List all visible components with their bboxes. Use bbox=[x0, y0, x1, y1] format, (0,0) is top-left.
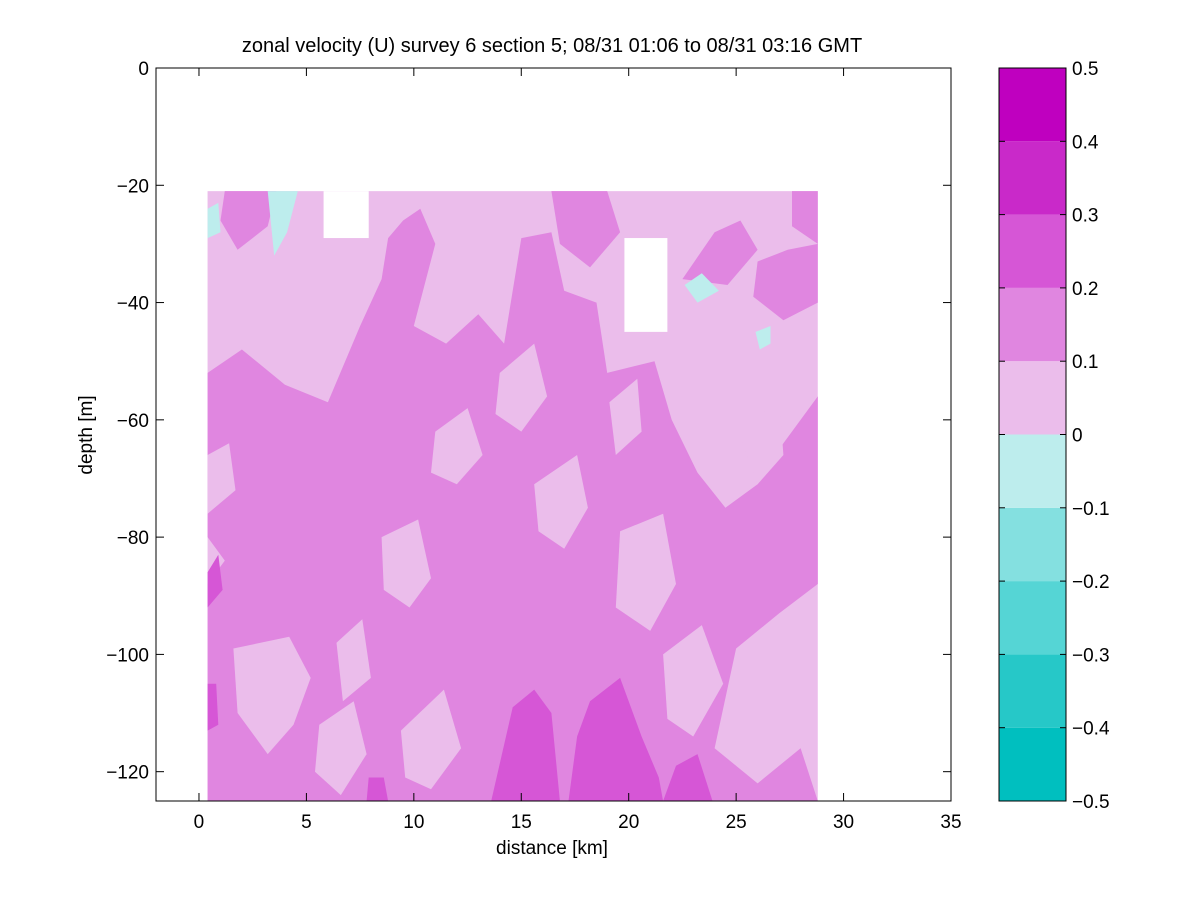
contour-region bbox=[220, 191, 277, 250]
contour-region bbox=[267, 191, 298, 256]
x-tick-label: 0 bbox=[194, 812, 205, 833]
contour-region bbox=[551, 191, 621, 268]
x-tick-label: 30 bbox=[833, 812, 854, 833]
colorbar-band bbox=[999, 507, 1066, 582]
y-tick-label: −40 bbox=[117, 294, 149, 315]
contour-region bbox=[207, 202, 221, 239]
colorbar-tick-label: 0 bbox=[1072, 426, 1083, 447]
colorbar: 0.5 0.4 0.3 0.2 0.1 0 −0.1 −0.2 −0.3 −0.4 −0.5 bbox=[998, 59, 1110, 813]
contour-region bbox=[755, 326, 771, 350]
colorbar-band bbox=[999, 214, 1066, 288]
masked-no-data-region bbox=[624, 238, 668, 332]
contour-region bbox=[740, 396, 784, 485]
colorbar-band bbox=[999, 141, 1066, 215]
contour-region bbox=[495, 343, 548, 432]
x-tick-label: 25 bbox=[726, 812, 747, 833]
plot-frame bbox=[155, 67, 952, 802]
colorbar-tick-label: −0.1 bbox=[1072, 499, 1110, 520]
contour-region bbox=[400, 689, 462, 790]
colorbar-band bbox=[999, 68, 1066, 142]
contour-region bbox=[753, 243, 818, 321]
x-tick-label: 5 bbox=[301, 812, 312, 833]
x-tick-label: 10 bbox=[403, 812, 424, 833]
colorbar-tick-label: 0.4 bbox=[1072, 132, 1099, 153]
y-tick-label: 0 bbox=[138, 59, 149, 80]
x-axis-label: distance [km] bbox=[496, 838, 608, 859]
colorbar-band bbox=[999, 361, 1066, 435]
contour-region bbox=[207, 683, 219, 731]
colorbar-tick-label: −0.2 bbox=[1072, 572, 1110, 593]
colorbar-tick-label: −0.5 bbox=[1072, 792, 1110, 813]
contour-region bbox=[792, 191, 818, 244]
contour-region bbox=[366, 777, 389, 801]
colorbar-tick-label: 0.5 bbox=[1072, 59, 1098, 80]
plot-area: 0 5 10 15 20 25 30 35 0 −20 −40 −60 −80 −100 −120 bbox=[106, 59, 961, 833]
contour-region bbox=[207, 443, 236, 514]
contour-region bbox=[534, 455, 588, 549]
contour-region bbox=[431, 408, 483, 485]
contour-region bbox=[615, 513, 676, 631]
y-axis-label: depth [m] bbox=[76, 395, 97, 474]
colorbar-band bbox=[999, 727, 1066, 801]
contour-field bbox=[207, 191, 818, 802]
y-tick-label: −60 bbox=[117, 411, 149, 432]
contour-region bbox=[336, 619, 371, 702]
y-tick-label: −20 bbox=[117, 176, 149, 197]
masked-no-data-region bbox=[323, 191, 369, 239]
y-tick-label: −120 bbox=[106, 763, 149, 784]
colorbar-tick-label: −0.4 bbox=[1072, 719, 1110, 740]
colorbar-band bbox=[999, 581, 1066, 655]
contour-region bbox=[568, 677, 664, 801]
x-tick-label: 20 bbox=[618, 812, 639, 833]
contour-region bbox=[663, 625, 724, 737]
contour-region bbox=[609, 378, 642, 455]
colorbar-tick-label: 0.2 bbox=[1072, 279, 1098, 300]
chart-title: zonal velocity (U) survey 6 section 5; 0… bbox=[242, 35, 862, 57]
contour-region bbox=[682, 220, 758, 285]
contour-region bbox=[663, 754, 713, 801]
colorbar-band bbox=[999, 287, 1066, 362]
contour-region bbox=[684, 273, 719, 303]
colorbar-band bbox=[999, 654, 1066, 728]
contour-region bbox=[315, 701, 367, 796]
y-tick-label: −100 bbox=[106, 645, 149, 666]
colorbar-tick-label: −0.3 bbox=[1072, 645, 1110, 666]
contour-region bbox=[207, 554, 223, 608]
colorbar-bands bbox=[999, 68, 1066, 801]
contour-region bbox=[233, 636, 311, 755]
colorbar-tick-label: 0.1 bbox=[1072, 352, 1098, 373]
colorbar-ticks: 0.5 0.4 0.3 0.2 0.1 0 −0.1 −0.2 −0.3 −0.4 −0.5 bbox=[999, 59, 1110, 813]
x-tick-label: 15 bbox=[511, 812, 532, 833]
x-tick-label: 35 bbox=[940, 812, 961, 833]
colorbar-band bbox=[999, 434, 1066, 508]
x-axis-ticks: 0 5 10 15 20 25 30 35 bbox=[194, 68, 962, 833]
contour-region bbox=[491, 689, 560, 801]
contour-region bbox=[381, 519, 431, 608]
y-axis-ticks: 0 −20 −40 −60 −80 −100 −120 bbox=[106, 59, 951, 784]
y-tick-label: −80 bbox=[117, 528, 149, 549]
colorbar-tick-label: 0.3 bbox=[1072, 206, 1098, 227]
